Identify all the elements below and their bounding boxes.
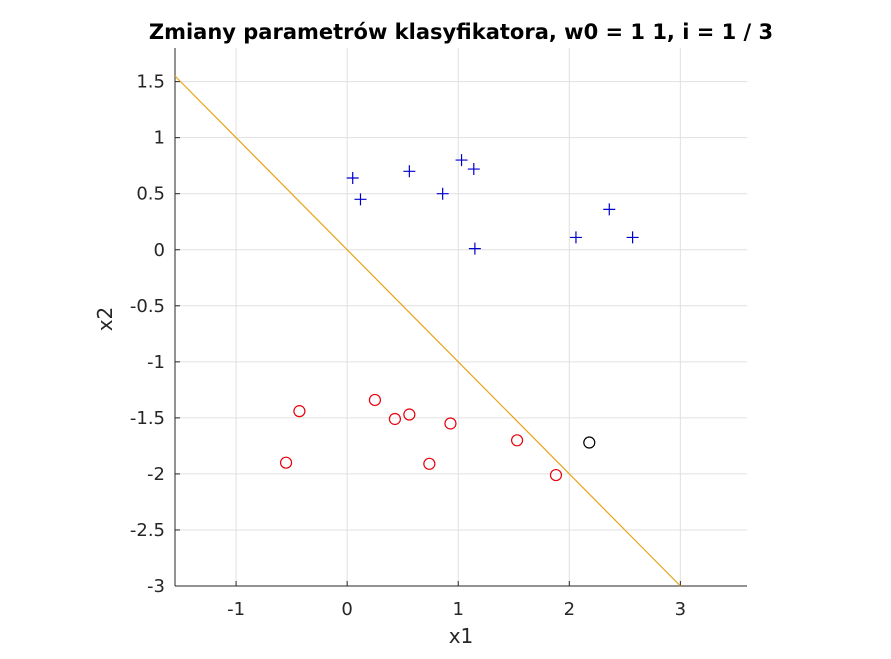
circle-marker: [279, 456, 293, 469]
plus-marker: [346, 172, 359, 185]
y-tick-label: 0.5: [136, 184, 165, 205]
y-tick-label: -2: [147, 464, 165, 485]
circle-marker: [549, 468, 563, 482]
decision-line: [174, 75, 681, 587]
plus-marker: [467, 163, 480, 176]
data-points: [279, 154, 639, 482]
y-tick-label: -0.5: [130, 296, 165, 317]
x-tick-label: 3: [675, 599, 686, 620]
x-tick-label: -1: [227, 599, 245, 620]
y-tick-label: -1.5: [130, 408, 165, 429]
circle-marker: [583, 436, 596, 449]
y-tick-label: 1: [154, 128, 165, 149]
x-tick-labels: -1 0 1 2 3: [227, 599, 686, 620]
x-tick-label: 2: [564, 599, 575, 620]
circle-marker: [368, 393, 382, 407]
grid-lines: [175, 48, 747, 587]
y-tick-label: 1.5: [136, 72, 165, 93]
y-tick-labels: 1.5 1 0.5 0 -0.5 -1 -1.5 -2 -2.5 -3: [130, 72, 165, 597]
plus-marker: [626, 231, 639, 244]
circle-marker: [444, 417, 457, 430]
circle-marker: [293, 405, 306, 418]
plus-marker: [569, 231, 582, 244]
x-tick-label: 1: [452, 599, 463, 620]
x-axis-label: x1: [449, 624, 474, 648]
y-tick-label: 0: [154, 240, 165, 261]
decision-boundary: [174, 75, 681, 587]
circle-marker: [403, 408, 416, 421]
y-tick-label: -1: [147, 352, 165, 373]
circle-marker: [510, 434, 524, 447]
circle-marker: [388, 412, 402, 426]
plus-marker: [455, 154, 468, 167]
x-tick-label: 0: [341, 599, 352, 620]
chart-title: Zmiany parametrów klasyfikatora, w0 = 1 …: [149, 20, 773, 44]
plus-marker: [468, 242, 481, 255]
y-axis-label: x2: [93, 307, 117, 332]
y-tick-label: -3: [147, 576, 165, 597]
plus-marker: [403, 165, 416, 178]
circle-marker: [423, 457, 436, 470]
y-tick-label: -2.5: [130, 520, 165, 541]
axes: [174, 48, 747, 587]
plus-marker: [436, 187, 449, 200]
plus-marker: [603, 203, 616, 216]
plus-marker: [354, 193, 367, 206]
